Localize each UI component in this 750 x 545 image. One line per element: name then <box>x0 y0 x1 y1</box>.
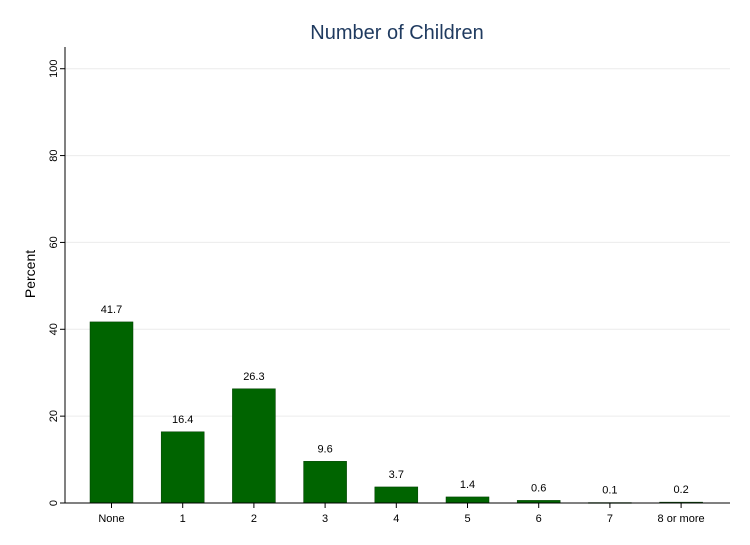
x-tick-label: 4 <box>393 513 399 525</box>
x-tick-label: None <box>98 513 124 525</box>
x-axis: None 1 2 3 4 5 6 7 8 or more <box>65 502 730 525</box>
bar-3 <box>303 461 347 504</box>
bar-2 <box>232 388 276 504</box>
x-tick-label: 1 <box>180 513 186 525</box>
y-tick-label: 40 <box>48 323 60 335</box>
data-label: 9.6 <box>317 443 332 455</box>
bar-0 <box>89 321 134 504</box>
x-tick-label: 7 <box>607 513 613 525</box>
bar-4 <box>374 486 419 504</box>
chart-title: Number of Children <box>310 22 483 44</box>
y-axis: 0 20 40 60 80 100 <box>48 47 66 506</box>
data-label: 1.4 <box>460 479 475 491</box>
x-tick-label: 3 <box>322 513 328 525</box>
y-tick-label: 20 <box>48 410 60 422</box>
bar-5 <box>445 496 490 504</box>
data-label: 3.7 <box>389 469 404 481</box>
data-label: 16.4 <box>172 414 193 426</box>
bars: 41.7 16.4 26.3 9.6 3.7 1.4 0.6 0.1 0.2 <box>89 304 703 504</box>
y-tick-label: 60 <box>48 236 60 248</box>
data-label: 0.2 <box>673 484 688 496</box>
y-axis-label: Percent <box>22 250 38 298</box>
data-label: 26.3 <box>243 371 264 383</box>
data-label: 0.1 <box>602 485 617 497</box>
x-tick-label: 5 <box>464 513 470 525</box>
data-label: 0.6 <box>531 482 546 494</box>
y-tick-label: 80 <box>48 149 60 161</box>
x-tick-label: 2 <box>251 513 257 525</box>
data-label: 41.7 <box>101 304 122 316</box>
x-tick-label: 6 <box>536 513 542 525</box>
gridlines <box>65 68 730 417</box>
bar-1 <box>160 431 205 504</box>
y-tick-label: 100 <box>48 60 60 78</box>
x-tick-label: 8 or more <box>658 513 705 525</box>
y-tick-label: 0 <box>48 500 60 506</box>
